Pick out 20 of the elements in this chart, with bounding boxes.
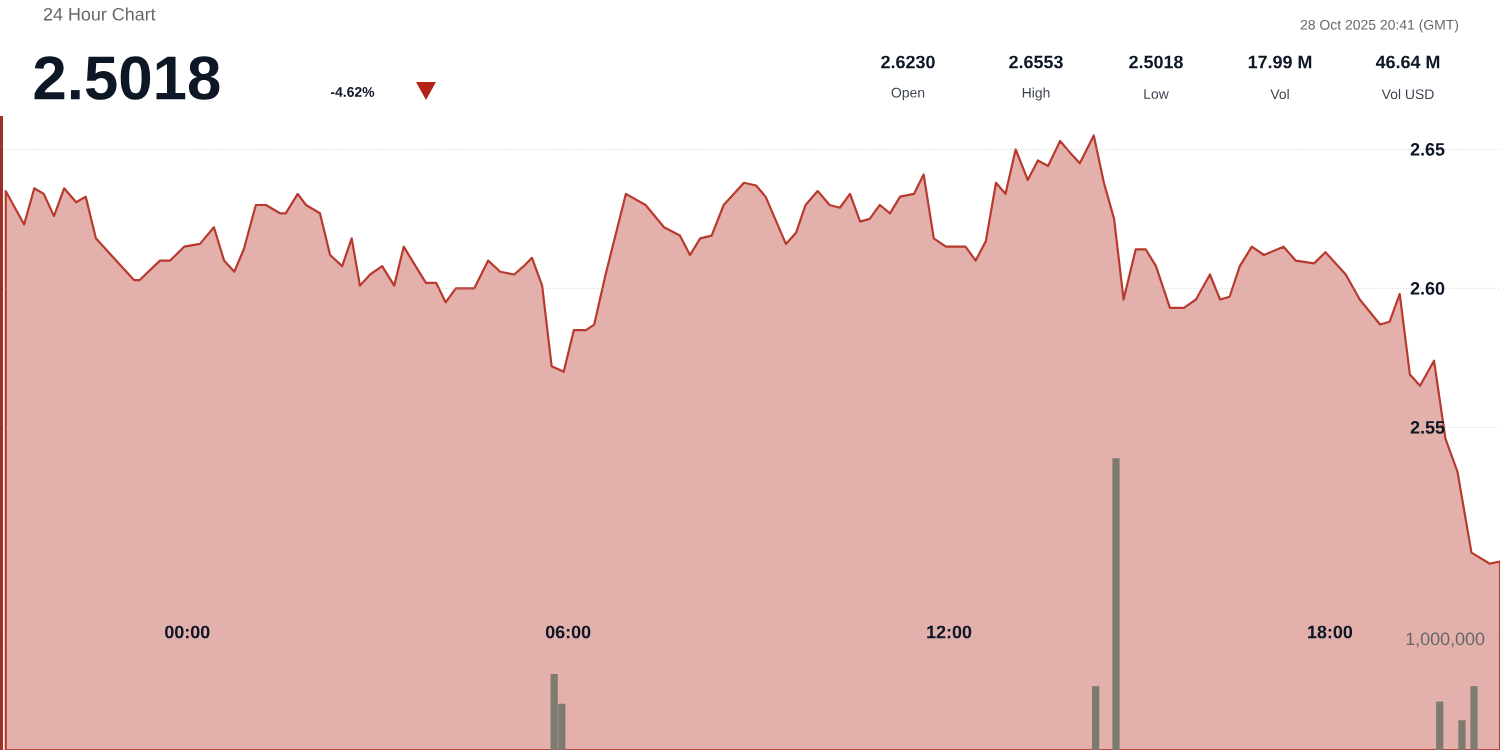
x-tick-label: 00:00 xyxy=(165,625,210,639)
bar xyxy=(1112,458,1120,750)
text: 2.5018 xyxy=(34,56,220,100)
text: 2.6553 xyxy=(1009,55,1063,69)
text: 2.6230 xyxy=(881,55,935,69)
bar xyxy=(1436,701,1444,750)
bar xyxy=(1458,720,1466,750)
x-tick-label: 06:00 xyxy=(545,625,591,639)
text: 2.5018 xyxy=(1129,55,1183,69)
y-tick-label: 2.65 xyxy=(1410,143,1445,156)
y2-tick-label: 1,000,000 xyxy=(1406,632,1485,648)
bar xyxy=(550,674,558,750)
bar xyxy=(1092,686,1100,750)
text: 46.64 M xyxy=(1375,55,1440,69)
x-tick-label: 12:00 xyxy=(927,625,972,639)
chart-title: 24 Hour Chart xyxy=(43,7,156,21)
bar xyxy=(1470,686,1478,750)
y-tick-label: 2.60 xyxy=(1410,282,1445,295)
x-tick-label: 18:00 xyxy=(1308,625,1353,639)
text: 17.99 M xyxy=(1248,55,1312,69)
